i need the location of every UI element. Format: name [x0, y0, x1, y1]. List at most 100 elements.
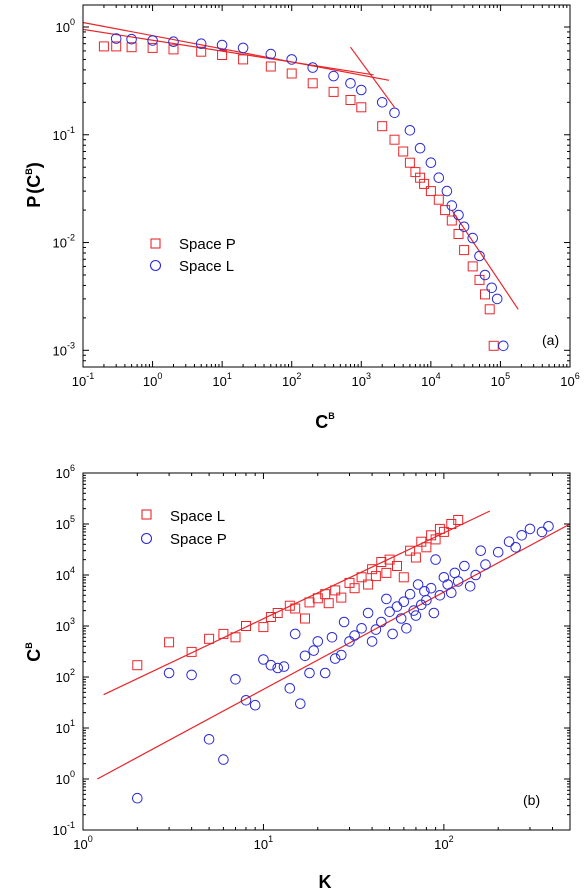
data-point-space-p [349, 630, 360, 641]
data-point-space-p [362, 607, 374, 619]
data-point-space-p [258, 654, 269, 665]
data-point-space-p [356, 623, 367, 634]
data-point-space-p [433, 194, 444, 205]
data-point-space-p [312, 636, 324, 647]
data-point-space-p [111, 41, 122, 52]
y-axis-title-b: CB [24, 642, 44, 662]
data-point-space-p [238, 54, 249, 65]
data-point-space-l [441, 185, 453, 197]
data-point-space-l [414, 142, 426, 154]
data-point-space-p [516, 530, 528, 541]
fit-lines-b [97, 510, 571, 780]
data-point-space-p [480, 289, 490, 300]
y-tick-label: 100 [56, 769, 75, 787]
data-point-space-p [304, 667, 315, 679]
data-point-space-p [240, 695, 252, 706]
data-point-space-l [453, 515, 464, 525]
legend-marker-space-l [149, 259, 162, 272]
plot-frame-b [82, 472, 571, 831]
markers-b [132, 515, 554, 804]
data-point-space-l [381, 567, 392, 578]
y-tick-label: 10-2 [53, 233, 75, 251]
data-point-space-l [204, 633, 215, 644]
data-point-space-p [338, 616, 350, 628]
data-point-space-p [196, 46, 207, 57]
data-point-space-p [366, 636, 378, 647]
data-point-space-p [319, 667, 331, 679]
data-point-space-l [392, 561, 402, 571]
data-point-space-l [195, 38, 207, 50]
data-point-space-l [126, 33, 137, 45]
data-point-space-l [430, 534, 441, 545]
legend-label-space-p-b: Space P [170, 531, 227, 548]
data-point-space-l [344, 577, 355, 588]
data-point-space-p [132, 792, 143, 804]
data-point-space-l [421, 542, 432, 553]
data-point-space-p [163, 667, 175, 679]
data-point-space-l [416, 536, 427, 547]
data-point-space-p [452, 576, 464, 587]
data-point-space-p [488, 340, 499, 351]
data-point-space-p [295, 698, 306, 710]
data-point-space-l [272, 608, 283, 618]
data-point-space-p [387, 628, 398, 640]
data-point-space-l [376, 97, 388, 108]
y-axis-title-a: P(CB) [24, 162, 44, 208]
data-point-space-p [543, 521, 554, 532]
data-point-space-p [475, 545, 487, 557]
data-point-space-p [404, 588, 416, 600]
data-point-space-p [408, 605, 420, 616]
x-axis-title-a: CB [315, 411, 335, 432]
data-point-space-p [286, 68, 297, 79]
data-point-space-l [304, 597, 315, 608]
data-point-space-p [464, 581, 476, 592]
data-point-space-l [265, 48, 277, 60]
legend-label-space-l: Space L [179, 258, 234, 275]
data-point-space-p [510, 542, 522, 553]
data-point-space-p [446, 587, 457, 599]
data-point-space-p [398, 596, 410, 608]
data-point-space-p [398, 146, 409, 157]
data-point-space-p [536, 526, 548, 538]
data-point-space-p [389, 134, 400, 145]
data-point-space-l [474, 250, 485, 262]
data-point-space-l [286, 54, 298, 65]
data-point-space-l [491, 293, 503, 305]
legend-marker-space-p-b [140, 532, 153, 545]
data-point-space-l [168, 36, 179, 48]
data-point-space-l [446, 200, 458, 211]
fit-lines-a [82, 21, 519, 310]
y-tick-label: 10-3 [53, 340, 75, 358]
x-tick-label: 102 [434, 834, 453, 852]
data-point-space-l [405, 545, 416, 556]
data-point-space-l [389, 107, 400, 119]
legend-marker-space-p [150, 238, 161, 249]
data-point-space-p [230, 674, 241, 685]
fit-line-1 [82, 21, 390, 81]
data-point-space-p [430, 554, 441, 565]
data-point-space-p [440, 205, 451, 216]
data-point-space-l [110, 33, 122, 44]
data-point-space-p [278, 661, 290, 672]
data-point-space-p [218, 754, 229, 765]
data-point-space-p [329, 653, 341, 664]
data-point-space-p [395, 613, 407, 624]
data-point-space-p [391, 601, 403, 612]
data-point-space-p [480, 559, 491, 570]
data-point-space-p [425, 582, 437, 594]
data-point-space-l [498, 340, 509, 352]
data-point-space-l [186, 646, 197, 657]
data-point-space-p [492, 546, 504, 558]
x-tick-label: 106 [560, 371, 579, 389]
data-point-space-p [168, 44, 179, 55]
y-tick-label: 10-1 [53, 820, 75, 838]
data-point-space-l [241, 621, 251, 631]
data-point-space-l [404, 125, 416, 136]
x-tick-label: 101 [254, 834, 273, 852]
data-point-space-l [132, 660, 143, 671]
data-point-space-l [330, 585, 341, 596]
legend-b: Space L Space P [140, 508, 227, 548]
data-point-space-l [323, 598, 334, 609]
legend-marker-space-l-b [141, 509, 152, 520]
